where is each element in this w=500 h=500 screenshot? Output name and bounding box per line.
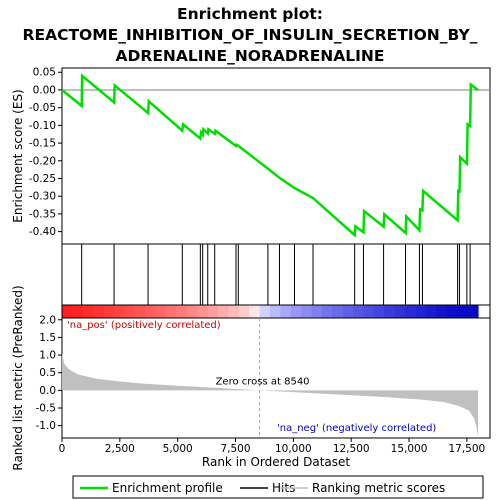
color-bar-segment <box>415 305 427 318</box>
color-bar-segment <box>321 305 333 318</box>
metric-y-tick-label: 1.5 <box>39 332 56 344</box>
hit-marks <box>81 244 471 305</box>
color-bar-segment <box>290 305 302 318</box>
color-bar-segment <box>103 305 115 318</box>
color-bar-segment <box>384 305 396 318</box>
color-bar-segment <box>238 305 250 318</box>
color-bar-segment <box>311 305 323 318</box>
es-y-tick-label: 0.05 <box>33 67 56 79</box>
color-bar-segment <box>145 305 157 318</box>
x-tick-label: 17,500 <box>448 443 485 455</box>
negative-correlation-label: 'na_neg' (negatively correlated) <box>277 423 436 434</box>
ranking-metric-area <box>62 353 478 437</box>
metric-y-tick-label: 0.0 <box>39 385 56 397</box>
legend-metric-label: Ranking metric scores <box>312 481 445 495</box>
title-line-3: ADRENALINE_NORADRENALINE <box>116 47 385 65</box>
color-bar-segment <box>373 305 385 318</box>
x-axis: 0 2,500 5,000 7,500 10,000 12,500 15,000 17,500 <box>59 438 485 455</box>
es-panel-frame <box>61 67 491 245</box>
color-bar-segment <box>436 305 448 318</box>
color-bar-segment <box>165 305 177 318</box>
es-y-tick-label: -0.30 <box>29 191 56 203</box>
x-axis-label: Rank in Ordered Dataset <box>202 455 350 469</box>
positive-correlation-label: 'na_pos' (positively correlated) <box>67 320 221 331</box>
rank-color-bar <box>62 305 479 318</box>
es-y-tick-label: 0.00 <box>33 84 56 96</box>
color-bar-segment <box>228 305 240 318</box>
es-y-axis-label: Enrichment score (ES) <box>11 89 25 222</box>
color-bar-segment <box>72 305 84 318</box>
x-tick-label: 12,500 <box>333 443 370 455</box>
color-bar-segment <box>457 305 469 318</box>
color-bar-segment <box>332 305 344 318</box>
x-tick-label: 10,000 <box>275 443 312 455</box>
legend-enrichment-label: Enrichment profile <box>112 481 223 495</box>
color-bar-segment <box>82 305 94 318</box>
title-line-1: Enrichment plot: <box>177 5 323 23</box>
metric-y-tick-label: 1.0 <box>39 350 56 362</box>
es-curve <box>61 73 479 238</box>
es-y-tick-label: -0.40 <box>29 226 56 238</box>
x-tick-label: 5,000 <box>163 443 193 455</box>
color-bar-segment <box>467 305 479 318</box>
color-bar-segment <box>301 305 313 318</box>
color-bar-segment <box>176 305 188 318</box>
metric-y-axis-label: Ranked list metric (PreRanked) <box>11 285 25 470</box>
color-bar-segment <box>342 305 354 318</box>
metric-y-tick-label: 2.0 <box>39 314 56 326</box>
color-bar-segment <box>249 305 261 318</box>
x-tick-label: 2,500 <box>105 443 135 455</box>
metric-y-axis: 2.0 1.5 1.0 0.5 0.0 -0.5 -1.0 <box>36 314 62 432</box>
color-bar-segment <box>155 305 167 318</box>
hits-panel-frame <box>61 243 491 306</box>
color-bar-segment <box>405 305 417 318</box>
legend-box <box>72 475 484 499</box>
es-y-tick-label: -0.25 <box>29 173 56 185</box>
color-bar-segment <box>134 305 146 318</box>
x-tick-label: 15,000 <box>391 443 428 455</box>
es-y-tick-label: -0.35 <box>29 208 56 220</box>
color-bar-segment <box>186 305 198 318</box>
color-bar-segment <box>353 305 365 318</box>
color-bar-segment <box>363 305 375 318</box>
x-tick-label: 0 <box>59 443 66 455</box>
color-bar-segment <box>217 305 229 318</box>
es-y-tick-label: -0.10 <box>29 120 56 132</box>
color-bar-segment <box>124 305 136 318</box>
legend: Enrichment profile Hits Ranking metric s… <box>72 475 484 499</box>
metric-y-tick-label: -1.0 <box>36 420 57 432</box>
title-line-2: REACTOME_INHIBITION_OF_INSULIN_SECRETION… <box>23 26 478 44</box>
color-bar-segment <box>425 305 437 318</box>
plot-title: Enrichment plot: REACTOME_INHIBITION_OF_… <box>23 5 478 65</box>
metric-y-tick-label: -0.5 <box>36 403 57 415</box>
color-bar-segment <box>269 305 281 318</box>
metric-y-tick-label: 0.5 <box>39 367 56 379</box>
zero-cross-label: Zero cross at 8540 <box>216 376 310 387</box>
color-bar-segment <box>394 305 406 318</box>
es-y-tick-label: -0.05 <box>29 102 56 114</box>
color-bar-segment <box>280 305 292 318</box>
color-bar-segment <box>113 305 125 318</box>
es-y-tick-label: -0.20 <box>29 155 56 167</box>
color-bar-segment <box>207 305 219 318</box>
x-tick-label: 7,500 <box>220 443 250 455</box>
color-bar-segment <box>197 305 209 318</box>
es-y-axis: 0.05 0.00 -0.05 -0.10 -0.15 -0.20 -0.25 -0.30 -0… <box>29 67 62 238</box>
color-bar-segment <box>93 305 105 318</box>
color-bar-segment <box>259 305 271 318</box>
es-y-tick-label: -0.15 <box>29 138 56 150</box>
color-bar-segment <box>62 305 73 318</box>
color-bar-segment <box>446 305 458 318</box>
